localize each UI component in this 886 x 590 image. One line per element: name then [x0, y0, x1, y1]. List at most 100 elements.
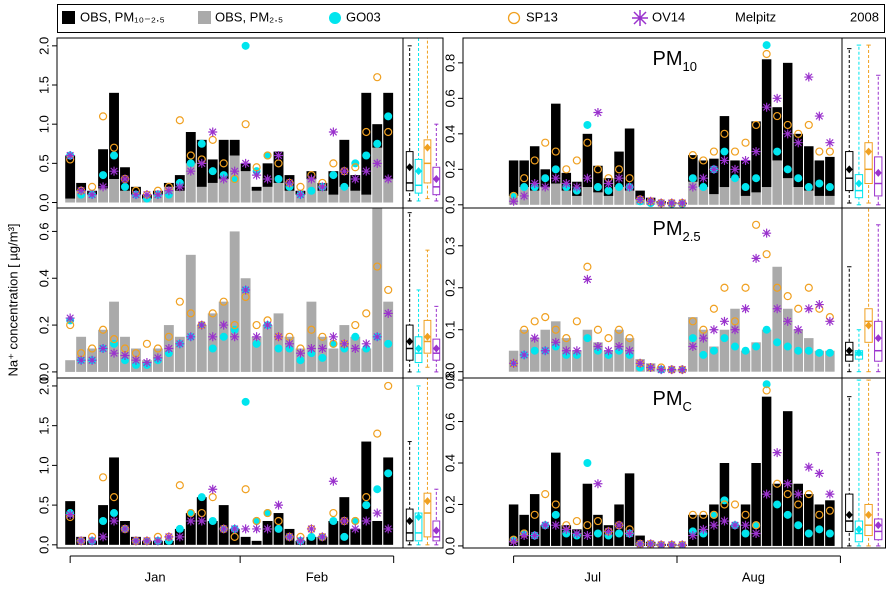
- point: [142, 190, 152, 200]
- bar: [698, 329, 709, 372]
- point: [698, 173, 708, 183]
- point: [667, 540, 677, 548]
- bar: [174, 336, 185, 372]
- point: [87, 190, 97, 200]
- point: [709, 510, 718, 519]
- point: [709, 510, 719, 519]
- point: [719, 516, 729, 526]
- point: [720, 500, 729, 509]
- point: [741, 155, 751, 165]
- point: [142, 358, 152, 368]
- point: [373, 429, 382, 438]
- point: [186, 516, 196, 526]
- mean: [845, 346, 853, 355]
- bar: [284, 190, 295, 203]
- point: [615, 529, 624, 538]
- plot-area: [508, 41, 883, 208]
- point: [373, 139, 382, 148]
- point: [699, 183, 708, 192]
- point: [362, 151, 371, 160]
- point: [99, 516, 108, 525]
- bar: [98, 149, 108, 189]
- bar: [751, 342, 761, 372]
- point: [351, 516, 360, 525]
- bar: [174, 190, 185, 203]
- point: [219, 524, 229, 534]
- station-label: Melpitz: [735, 9, 776, 24]
- point: [698, 524, 708, 534]
- bar: [593, 165, 603, 193]
- y-tick-label: 0.2: [442, 495, 457, 513]
- mean: [415, 167, 423, 176]
- point: [263, 174, 273, 184]
- point: [551, 173, 561, 183]
- point: [783, 120, 792, 130]
- point: [219, 159, 228, 168]
- bar: [772, 107, 782, 161]
- x-tick-label: Aug: [742, 569, 765, 584]
- point: [329, 508, 338, 518]
- bar: [508, 160, 519, 196]
- point: [241, 120, 250, 129]
- point: [372, 332, 382, 342]
- point: [384, 112, 393, 121]
- point: [164, 186, 174, 196]
- bar: [328, 171, 339, 195]
- point: [351, 332, 360, 341]
- mean: [406, 337, 414, 346]
- bar: [361, 194, 372, 203]
- point: [164, 532, 174, 542]
- point: [709, 520, 719, 530]
- bar: [814, 160, 825, 196]
- point: [541, 489, 550, 499]
- point: [520, 183, 529, 192]
- bar: [317, 190, 328, 203]
- point: [783, 316, 793, 326]
- y-tick-label: 0.5: [36, 496, 51, 514]
- point: [667, 198, 677, 208]
- bar: [508, 504, 519, 546]
- point: [109, 143, 119, 152]
- bar: [772, 266, 782, 372]
- bar: [339, 139, 350, 187]
- point: [815, 525, 824, 534]
- bar: [782, 308, 793, 372]
- point: [230, 320, 239, 330]
- x-tick-label: Jan: [145, 569, 166, 584]
- point: [625, 346, 635, 356]
- point: [98, 112, 108, 121]
- point: [175, 116, 184, 125]
- bar: [761, 59, 772, 188]
- bar: [761, 187, 772, 205]
- bar: [825, 195, 835, 205]
- bar: [207, 182, 218, 203]
- point: [656, 365, 666, 375]
- bar: [740, 160, 751, 196]
- point: [306, 174, 316, 184]
- bar: [361, 348, 372, 372]
- point: [208, 127, 218, 137]
- point: [603, 179, 613, 189]
- point: [274, 516, 283, 526]
- title-sub: 2.5: [683, 229, 701, 244]
- plot-area: [65, 38, 441, 203]
- y-tick-label: 0.0: [36, 363, 51, 381]
- point: [164, 332, 173, 341]
- point: [625, 334, 634, 343]
- point: [520, 174, 529, 183]
- point: [582, 173, 592, 183]
- bar: [793, 133, 803, 188]
- y-tick-label: 0.2: [36, 316, 51, 334]
- point: [804, 283, 813, 292]
- bar: [709, 346, 719, 372]
- mean: [432, 175, 440, 184]
- bar: [624, 128, 635, 191]
- point: [825, 183, 834, 192]
- point: [109, 335, 119, 344]
- bar: [229, 528, 240, 545]
- point: [530, 333, 540, 343]
- point: [582, 531, 592, 541]
- mean: [855, 179, 863, 188]
- point: [541, 313, 550, 322]
- point: [263, 320, 273, 330]
